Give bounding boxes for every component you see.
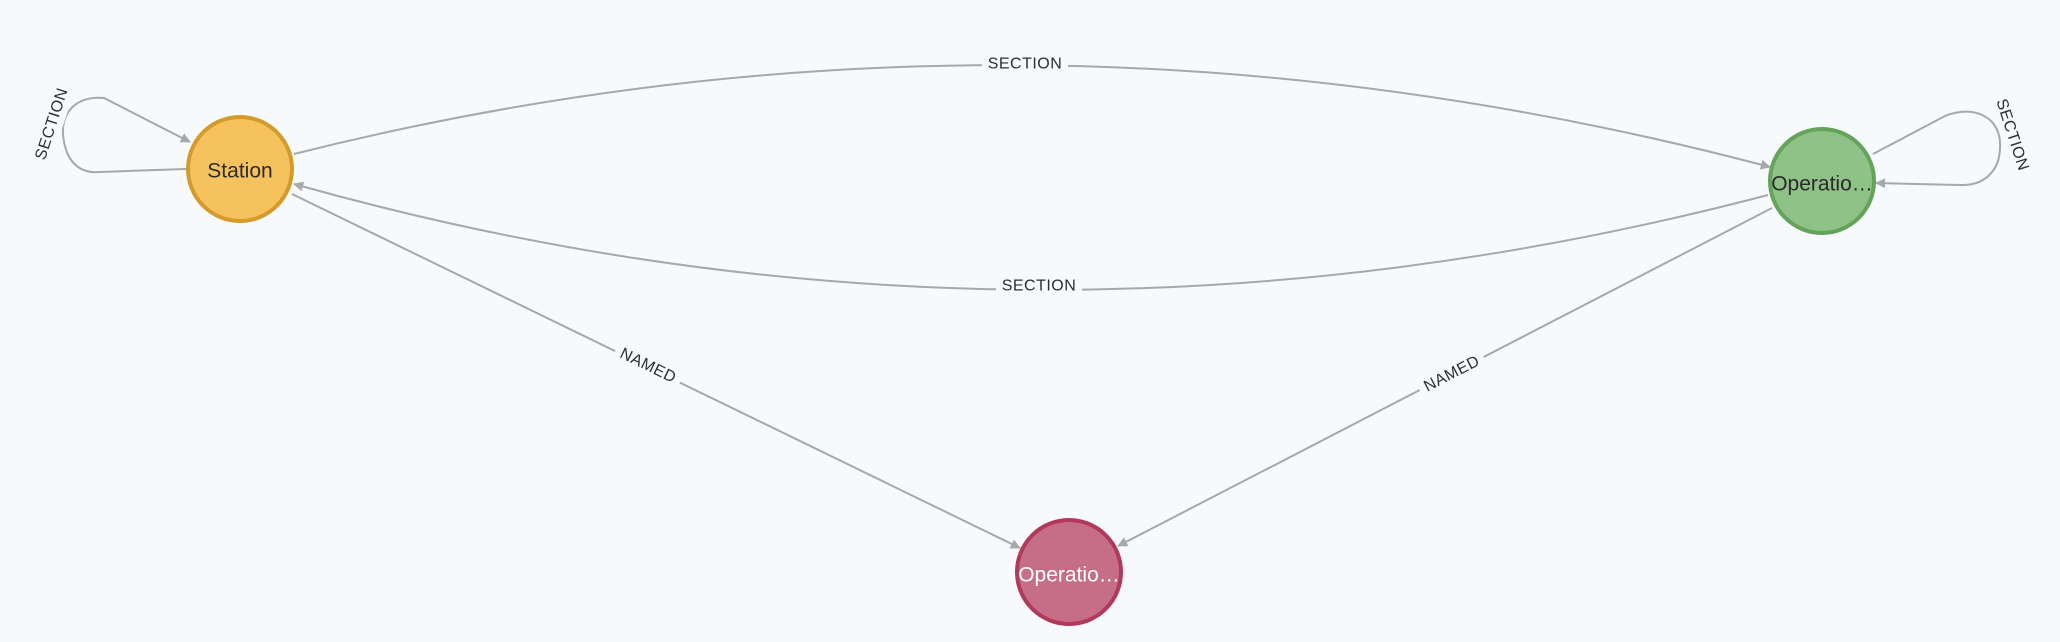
node-circle[interactable] [1768, 127, 1876, 235]
node-station[interactable]: Station [186, 115, 294, 223]
relationship-section-station-to-operation-green[interactable]: SECTION [293, 52, 1771, 170]
relationship-line[interactable] [293, 181, 1769, 291]
relationship-line[interactable] [293, 64, 1771, 170]
node-circle[interactable] [1015, 518, 1123, 626]
node-circle[interactable] [186, 115, 294, 223]
relationship-named-station-to-operation-red[interactable]: NAMED [291, 193, 1021, 549]
relationship-section-self-station[interactable]: SECTION [29, 84, 191, 174]
nodes-layer: Station Operatio… Operatio… [186, 115, 1876, 626]
relationship-section-operation-green-to-station[interactable]: SECTION [293, 181, 1769, 298]
node-operation-green[interactable]: Operatio… [1768, 127, 1876, 235]
relationship-label: SECTION [988, 56, 1063, 73]
relationship-line[interactable] [1872, 110, 2002, 189]
node-operation-red[interactable]: Operatio… [1015, 518, 1123, 626]
relationship-named-operation-green-to-operation-red[interactable]: NAMED [1117, 207, 1773, 547]
relationship-section-self-operation-green[interactable]: SECTION [1872, 95, 2035, 189]
relationships-layer: SECTION SECTION SECTION SECTION [29, 52, 2035, 549]
relationship-label: SECTION [1002, 278, 1077, 295]
relationship-line[interactable] [61, 96, 191, 174]
